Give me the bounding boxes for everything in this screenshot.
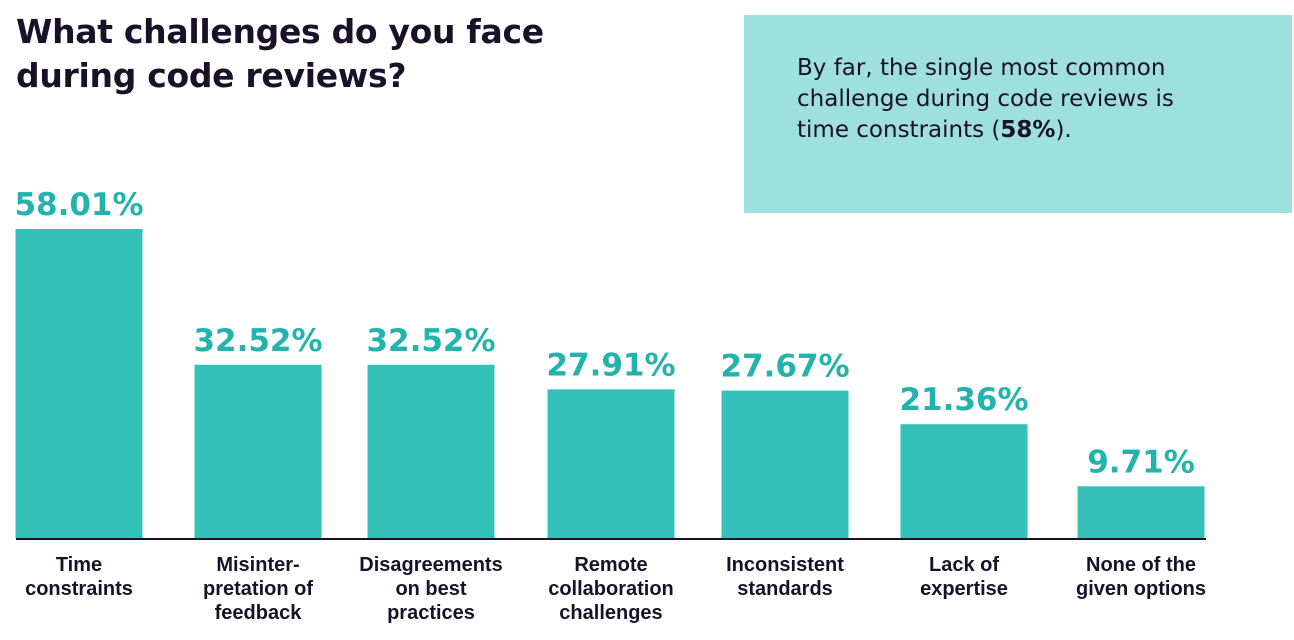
callout-text-main: By far, the single most common challenge… — [797, 55, 1174, 143]
chart-title: What challenges do you face during code … — [16, 10, 656, 98]
callout-highlight: 58% — [1000, 117, 1056, 143]
category-label-7: None of the given options — [1076, 554, 1206, 600]
callout-box: By far, the single most common challenge… — [744, 15, 1292, 213]
value-label-2: 32.52% — [193, 323, 322, 359]
value-label-5: 27.67% — [720, 349, 849, 385]
value-label-7: 9.71% — [1087, 444, 1195, 480]
chart-title-line-2: during code reviews? — [16, 56, 407, 95]
value-label-6: 21.36% — [899, 382, 1028, 418]
bar-6 — [900, 424, 1028, 538]
callout-text-end: ). — [1055, 117, 1072, 143]
bar-2 — [194, 364, 322, 538]
category-label-2: Misinter-pretation of feedback — [203, 554, 313, 624]
bar-1 — [15, 229, 143, 538]
value-label-4: 27.91% — [546, 347, 675, 383]
bar-4 — [547, 389, 675, 538]
category-label-5: Inconsistent standards — [726, 554, 844, 600]
bar-5 — [721, 390, 849, 538]
bar-3 — [367, 364, 495, 538]
callout-text: By far, the single most common challenge… — [797, 53, 1197, 146]
bar-7 — [1077, 486, 1205, 538]
category-label-6: Lack of expertise — [920, 554, 1008, 600]
category-label-4: Remote collaboration challenges — [548, 554, 674, 624]
category-label-1: Time constraints — [25, 554, 133, 600]
value-label-1: 58.01% — [14, 187, 143, 223]
chart-title-line-1: What challenges do you face — [16, 12, 544, 51]
value-label-3: 32.52% — [366, 323, 495, 359]
category-label-3: Disagreements on best practices — [359, 554, 502, 624]
